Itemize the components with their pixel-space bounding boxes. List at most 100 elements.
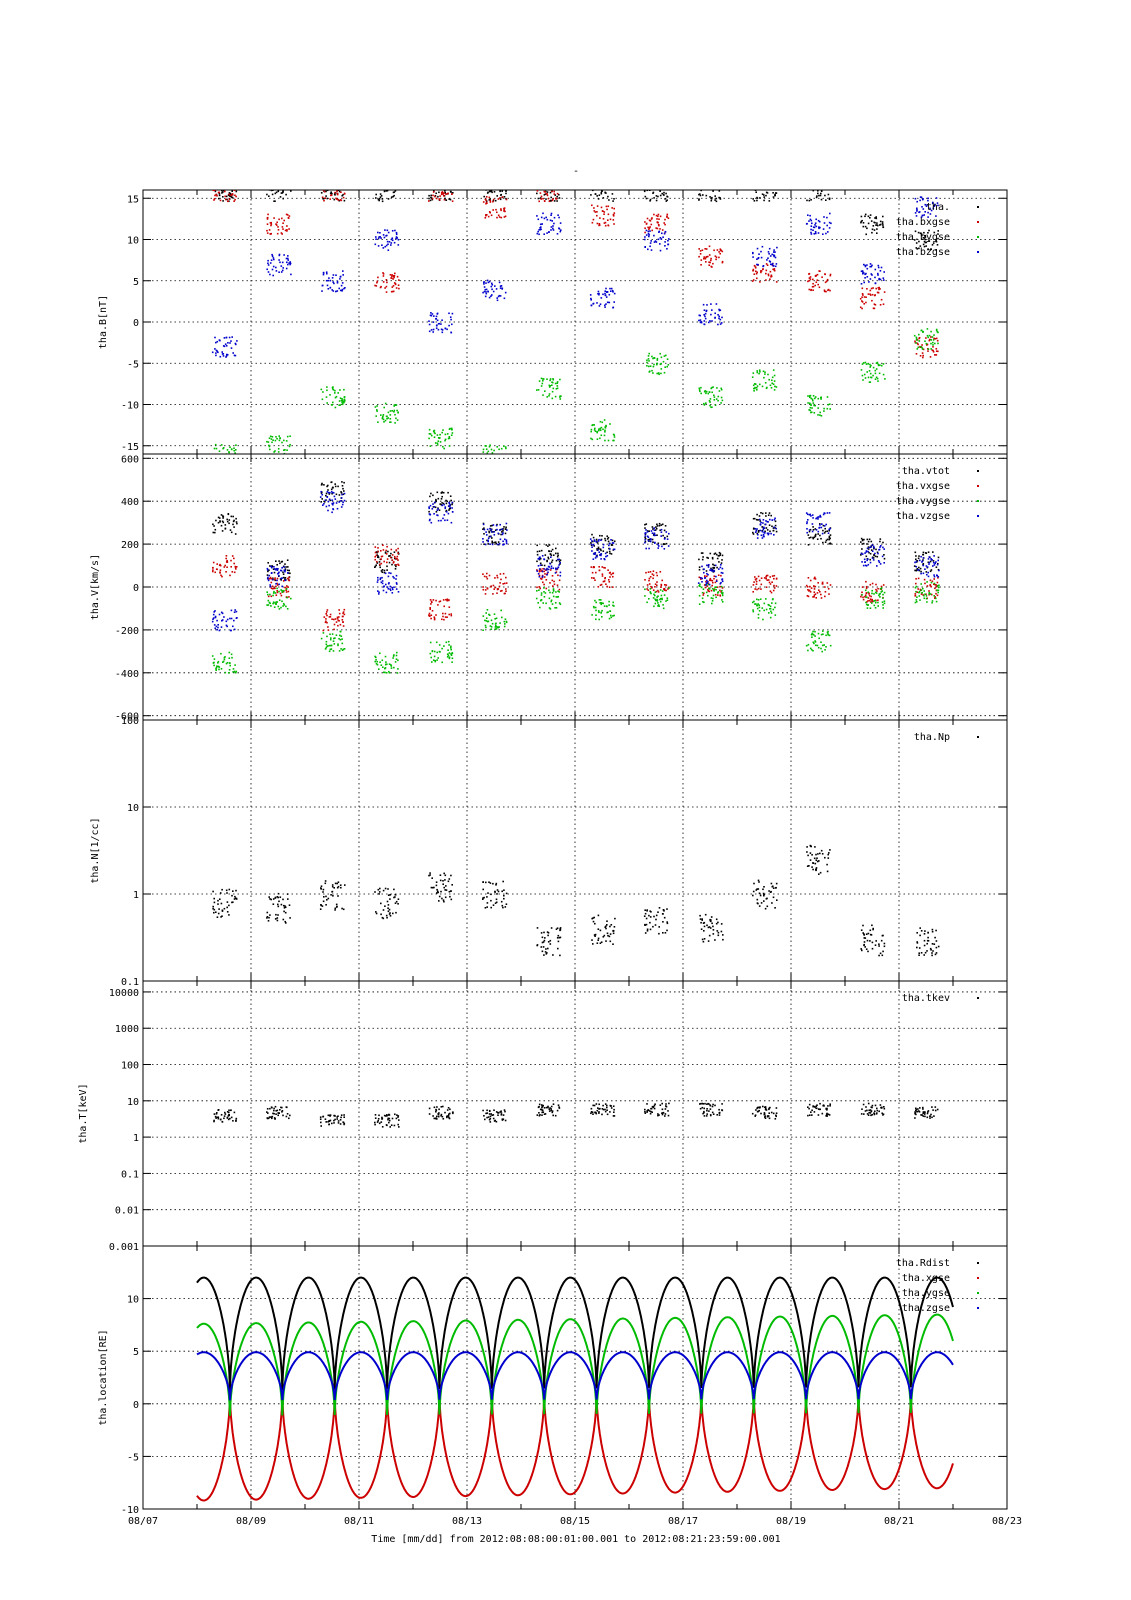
data-point [924,582,926,585]
data-point [609,287,611,290]
data-point [865,233,867,236]
data-point [482,881,484,883]
data-point [284,570,286,573]
data-point [435,197,438,200]
data-point [810,411,812,414]
data-point [334,406,337,409]
data-point [387,904,390,906]
data-point [376,554,378,556]
data-point [595,618,597,621]
data-point [343,185,345,187]
data-point [606,555,609,557]
data-point [878,561,881,563]
data-point [384,905,386,907]
data-point [651,526,654,528]
data-point [268,569,270,571]
data-point [657,604,660,606]
data-point [329,180,331,182]
data-point [762,519,765,521]
data-point [656,525,659,527]
series-tha.vzgse [211,490,940,632]
data-point [503,620,506,623]
data-point [860,270,863,273]
data-point [554,572,557,574]
data-point [861,363,864,365]
data-point [396,419,399,421]
data-point [560,229,562,231]
data-point [650,240,652,242]
data-point [504,906,507,908]
data-point [883,562,885,564]
data-point [446,616,448,618]
data-point [380,664,383,666]
data-point [808,183,810,185]
data-point [752,533,755,535]
data-point [767,373,769,376]
data-point [752,384,755,387]
data-point [664,218,666,221]
data-point [699,319,702,321]
data-point [874,282,877,285]
data-point [758,369,761,371]
data-point [927,197,929,200]
data-point [926,585,929,587]
data-point [397,238,400,241]
data-point [489,211,491,214]
data-point [386,569,388,571]
data-point [437,437,440,439]
data-point [702,186,704,188]
data-point [927,248,929,250]
data-point [776,246,778,249]
data-point [824,530,827,533]
data-point [818,270,820,272]
data-point [435,327,438,329]
data-point [487,215,490,218]
data-point [389,187,391,189]
data-point [756,389,758,391]
data-point [550,212,553,215]
data-point [538,570,541,573]
data-point [490,529,493,531]
data-point [542,378,544,380]
data-point [225,624,228,627]
data-point [660,524,663,526]
data-point [705,392,707,395]
data-point [548,589,550,592]
data-point [489,525,492,527]
data-point [539,557,542,560]
data-point [546,191,549,193]
data-point [753,184,755,186]
data-point [217,899,219,902]
data-point [709,552,712,555]
data-point [867,550,869,553]
data-point [383,585,385,587]
data-point [275,594,278,596]
data-point [503,196,506,198]
data-point [338,190,341,193]
data-point [446,599,448,602]
data-point [220,652,222,655]
data-point [871,544,874,546]
data-point [882,224,884,226]
data-point [221,910,224,912]
data-point [327,180,329,182]
data-point [484,295,487,298]
data-point [590,542,592,544]
data-point [823,410,825,412]
data-point [927,336,929,339]
data-point [652,372,654,374]
data-point [344,399,346,402]
data-point [560,395,562,397]
data-point [382,418,385,421]
data-point [547,180,549,182]
data-point [714,199,716,201]
data-point [751,376,754,378]
data-point [233,557,235,560]
data-point [774,194,776,197]
data-point [340,635,343,637]
data-point [436,509,439,511]
data-point [214,627,216,630]
data-point [812,285,815,288]
data-point [868,551,870,554]
